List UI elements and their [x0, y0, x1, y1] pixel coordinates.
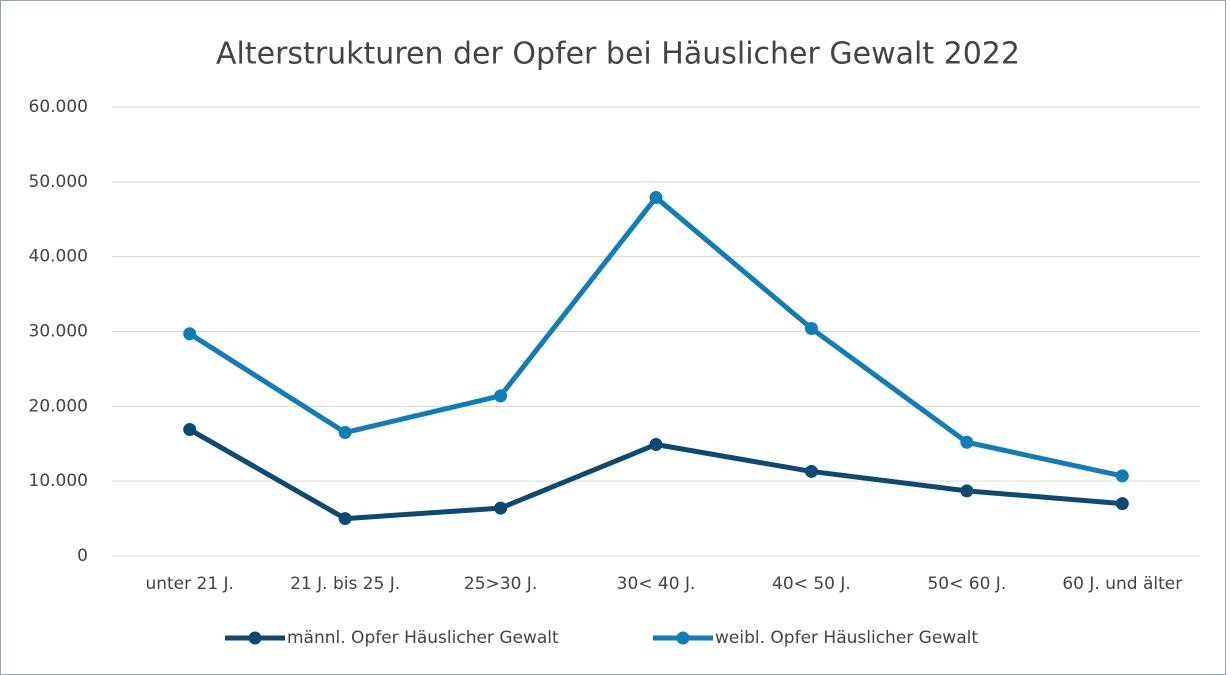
y-tick-label: 30.000	[29, 322, 88, 342]
data-point	[960, 484, 974, 498]
legend-marker	[248, 631, 262, 645]
y-tick-label: 0	[77, 546, 88, 566]
x-tick-label: unter 21 J.	[145, 574, 234, 594]
legend-label: weibl. Opfer Häuslicher Gewalt	[715, 628, 978, 648]
legend-marker	[676, 631, 690, 645]
x-tick-label: 50< 60 J.	[927, 574, 1006, 594]
data-point	[494, 389, 508, 403]
data-point	[804, 322, 818, 336]
y-tick-label: 60.000	[29, 97, 88, 117]
data-point	[649, 437, 663, 451]
data-point	[649, 191, 663, 205]
data-point	[960, 435, 974, 449]
data-point	[338, 512, 352, 526]
x-tick-label: 40< 50 J.	[772, 574, 851, 594]
y-tick-label: 40.000	[29, 247, 88, 267]
y-tick-label: 50.000	[29, 172, 88, 192]
legend-label: männl. Opfer Häuslicher Gewalt	[287, 628, 559, 648]
data-point	[338, 426, 352, 440]
y-tick-label: 20.000	[29, 396, 88, 416]
data-point	[804, 464, 818, 478]
x-tick-label: 30< 40 J.	[617, 574, 696, 594]
data-point	[1115, 469, 1129, 483]
x-tick-label: 25>30 J.	[464, 574, 537, 594]
x-tick-label: 21 J. bis 25 J.	[290, 574, 400, 594]
chart-title: Alterstrukturen der Opfer bei Häuslicher…	[216, 37, 1020, 72]
x-tick-label: 60 J. und älter	[1062, 574, 1182, 594]
data-point	[183, 327, 197, 341]
data-point	[183, 423, 197, 437]
data-point	[1115, 497, 1129, 511]
y-tick-label: 10.000	[29, 471, 88, 491]
data-point	[494, 501, 508, 515]
